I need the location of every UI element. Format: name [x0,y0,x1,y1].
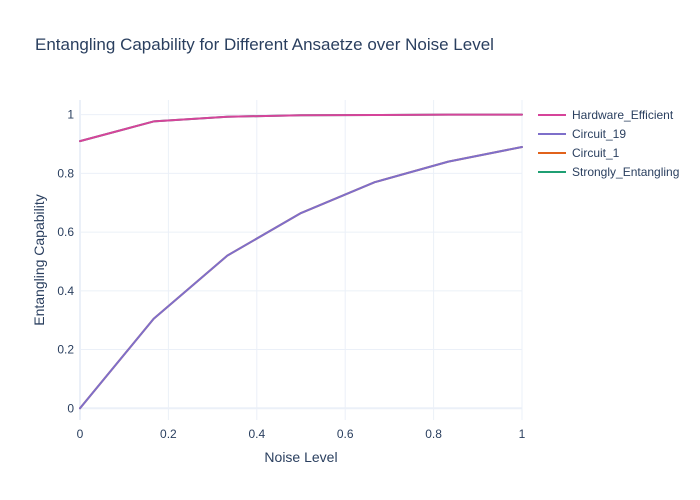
x-tick-label: 0 [77,427,84,441]
legend[interactable]: Hardware_Efficient Circuit_19 Circuit_1 Str… [538,108,679,179]
legend-item-strongly-entangling[interactable]: Strongly_Entangling [538,165,679,179]
legend-item-hardware-efficient[interactable]: Hardware_Efficient [538,108,674,122]
series-line-strongly-entangling[interactable] [79,113,523,143]
legend-label: Circuit_19 [572,127,626,141]
x-tick-label: 1 [519,427,526,441]
legend-item-circuit-1[interactable]: Circuit_1 [538,146,620,160]
series-line-circuit-19[interactable] [79,145,523,410]
y-tick-label: 1 [67,108,74,122]
legend-item-circuit-19[interactable]: Circuit_19 [538,127,626,141]
y-tick-label: 0.8 [57,166,74,180]
y-tick-label: 0.6 [57,225,74,239]
series-line-hardware-efficient[interactable] [79,113,523,143]
legend-label: Hardware_Efficient [572,108,674,122]
x-tick-label: 0.2 [160,427,177,441]
y-axis-title: Entangling Capability [31,194,47,326]
y-tick-label: 0 [67,401,74,415]
legend-label: Circuit_1 [572,146,620,160]
legend-label: Strongly_Entangling [572,165,679,179]
y-tick-label: 0.4 [57,284,74,298]
chart-title: Entangling Capability for Different Ansa… [35,35,494,54]
x-tick-label: 0.4 [248,427,265,441]
y-tick-label: 0.2 [57,343,74,357]
axis-ticks: 0 0.2 0.4 0.6 0.8 1 0 0.2 0.4 0.6 0.8 1 [57,108,525,441]
x-axis-title: Noise Level [264,449,337,465]
series-line-circuit-1[interactable] [79,145,523,410]
grid [79,100,523,420]
plot-area [79,113,523,410]
x-tick-label: 0.8 [425,427,442,441]
x-tick-label: 0.6 [337,427,354,441]
